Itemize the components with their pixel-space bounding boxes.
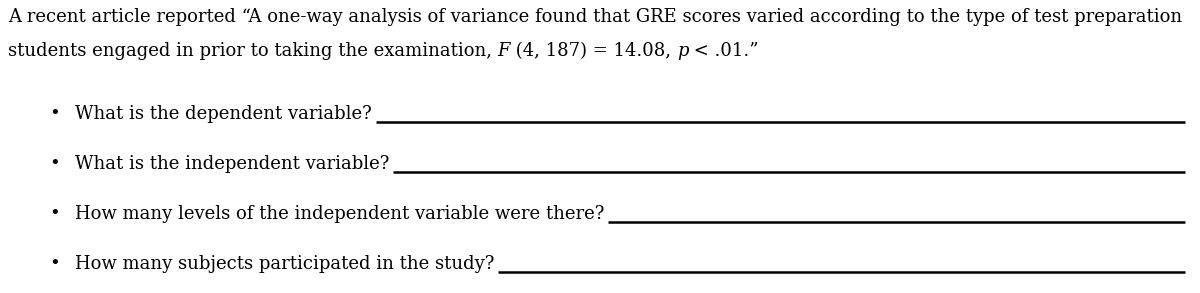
- Text: •: •: [49, 155, 60, 173]
- Text: A recent article reported “A one-way analysis of variance found that GRE scores : A recent article reported “A one-way ana…: [8, 8, 1182, 26]
- Text: < .01.”: < .01.”: [689, 42, 760, 60]
- Text: students engaged in prior to taking the examination,: students engaged in prior to taking the …: [8, 42, 498, 60]
- Text: What is the independent variable?: What is the independent variable?: [74, 155, 389, 173]
- Text: How many subjects participated in the study?: How many subjects participated in the st…: [74, 255, 494, 273]
- Text: F: F: [498, 42, 510, 60]
- Text: How many levels of the independent variable were there?: How many levels of the independent varia…: [74, 205, 605, 223]
- Text: (4, 187) = 14.08,: (4, 187) = 14.08,: [510, 42, 677, 60]
- Text: •: •: [49, 255, 60, 273]
- Text: p: p: [677, 42, 689, 60]
- Text: •: •: [49, 205, 60, 223]
- Text: What is the dependent variable?: What is the dependent variable?: [74, 105, 372, 123]
- Text: •: •: [49, 105, 60, 123]
